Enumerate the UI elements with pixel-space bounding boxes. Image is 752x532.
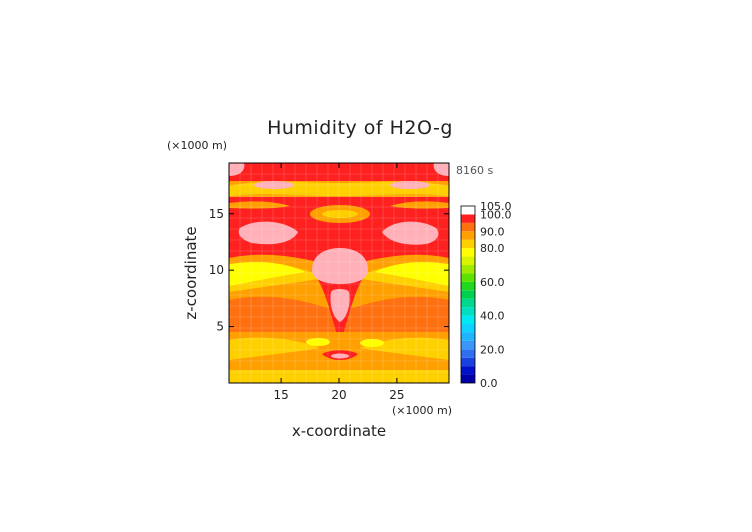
band-75-80-left-wedge [229,262,305,286]
y-axis-label: z-coordinate [182,226,200,319]
x-axis-label: x-coordinate [292,422,386,440]
y-tick-label-2: 15 [209,207,224,221]
colorbar-tick-label-4: 80.0 [480,242,505,255]
band-80-85-bottom [229,370,449,383]
band-95-100-top [229,163,449,181]
saturated-right-blob [382,221,439,245]
saturated-upper-left-streak [254,181,294,189]
saturated-central-stem [330,289,350,322]
colorbar-level-0 [461,374,475,383]
colorbar-tick-label-7: 105.0 [480,200,512,213]
band-75-80-lower-right-spot [360,339,384,347]
colorbar-level-8 [461,307,475,316]
band-80-85-center-lens [322,210,358,218]
colorbar-level-10 [461,290,475,299]
colorbar-tick-label-2: 40.0 [480,310,505,323]
colorbar-level-1 [461,366,475,375]
saturated-top-left-corner [229,163,245,176]
x-tick-label-2: 25 [389,388,404,402]
colorbar-tick-label-1: 20.0 [480,343,505,356]
y-tick-label-1: 10 [209,263,224,277]
band-75-80-right-wedge [375,262,449,286]
band-80-85-lower-left [229,337,320,360]
x-tick-label-1: 20 [331,388,346,402]
colorbar-level-3 [461,349,475,358]
saturated-left-blob [238,221,298,245]
colorbar-level-20 [461,206,475,215]
x-units-label: (×1000 m) [392,404,452,417]
saturated-top-right-corner [433,163,449,176]
colorbar-level-9 [461,298,475,308]
saturated-bottom-center-spot [331,353,349,359]
contour-field [229,163,449,383]
x-tick-label-0: 15 [273,388,288,402]
band-85-90-left-streak [229,201,290,209]
colorbar-level-11 [461,281,475,291]
chart-title: Humidity of H2O-g [267,117,453,139]
colorbar-level-5 [461,332,475,341]
colorbar-tick-label-0: 0.0 [480,377,498,390]
axis-ticks: 15 20 25 5 10 15 [209,163,449,402]
colorbar-tick-label-3: 60.0 [480,276,505,289]
saturated-central-cap [312,248,368,284]
colorbar-level-6 [461,324,475,333]
colorbar-level-13 [461,265,475,274]
saturated-upper-right-streak [390,181,430,189]
colorbar-frame [460,205,476,384]
colorbar-tick-label-5: 90.0 [480,225,505,238]
y-units-label: (×1000 m) [167,139,227,152]
colorbar-level-17 [461,231,475,240]
colorbar-level-16 [461,239,475,249]
colorbar-level-15 [461,248,475,257]
colorbar-level-18 [461,222,475,232]
mesh-grid [229,163,449,383]
colorbar-level-19 [461,214,475,223]
colorbar-level-4 [461,340,475,350]
colorbar-level-7 [461,315,475,324]
colorbar-tick-label-6: 100.0 [480,208,512,221]
band-75-80-lower-left-spot [306,338,330,346]
colorbar-level-14 [461,256,475,265]
colorbar-level-12 [461,273,475,282]
y-tick-label-0: 5 [216,320,224,334]
time-label: 8160 s [456,164,493,177]
band-85-90-right-streak [390,201,449,209]
colorbar-level-2 [461,357,475,367]
